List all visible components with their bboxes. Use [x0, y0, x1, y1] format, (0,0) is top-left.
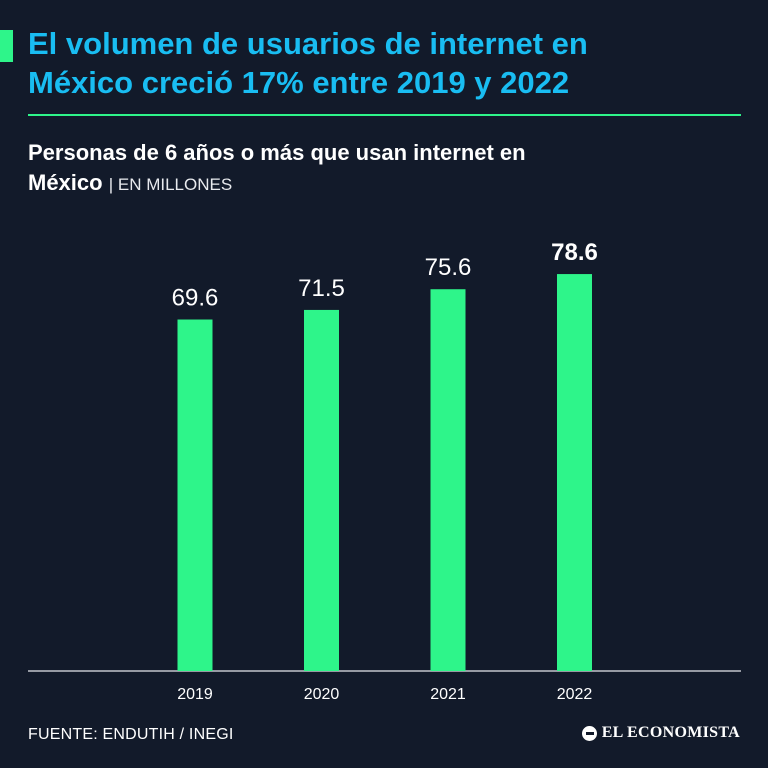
bar-2022	[557, 274, 592, 671]
value-label-2019: 69.6	[172, 285, 219, 312]
source-note: FUENTE: ENDUTIH / INEGI	[28, 726, 234, 743]
subtitle-country: México	[28, 170, 103, 195]
headline-line-2: México creció 17% entre 2019 y 2022	[28, 65, 570, 100]
subtitle-line-2: México | EN MILLONES	[28, 168, 728, 200]
brand-name: EL ECONOMISTA	[601, 724, 740, 741]
value-label-2022: 78.6	[551, 239, 598, 266]
brand-logo: EL ECONOMISTA	[581, 724, 740, 742]
x-tick-label-2020: 2020	[304, 686, 340, 703]
x-tick-label-2021: 2021	[430, 686, 466, 703]
brand-e-icon	[581, 725, 597, 741]
headline: El volumen de usuarios de internet en Mé…	[28, 24, 748, 102]
value-label-2020: 71.5	[298, 275, 345, 302]
bar-2021	[430, 289, 466, 671]
subtitle-line-1: Personas de 6 años o más que usan intern…	[28, 140, 526, 165]
headline-divider	[28, 114, 741, 116]
headline-line-1: El volumen de usuarios de internet en	[28, 26, 588, 61]
bar-2019	[177, 319, 213, 671]
bar-2020	[304, 309, 339, 671]
title-accent-bar	[0, 30, 13, 62]
value-label-2021: 75.6	[425, 254, 472, 281]
x-tick-label-2022: 2022	[557, 686, 593, 703]
chart-subtitle: Personas de 6 años o más que usan intern…	[28, 138, 728, 200]
x-tick-label-2019: 2019	[177, 686, 213, 703]
units-label: | EN MILLONES	[108, 175, 233, 194]
